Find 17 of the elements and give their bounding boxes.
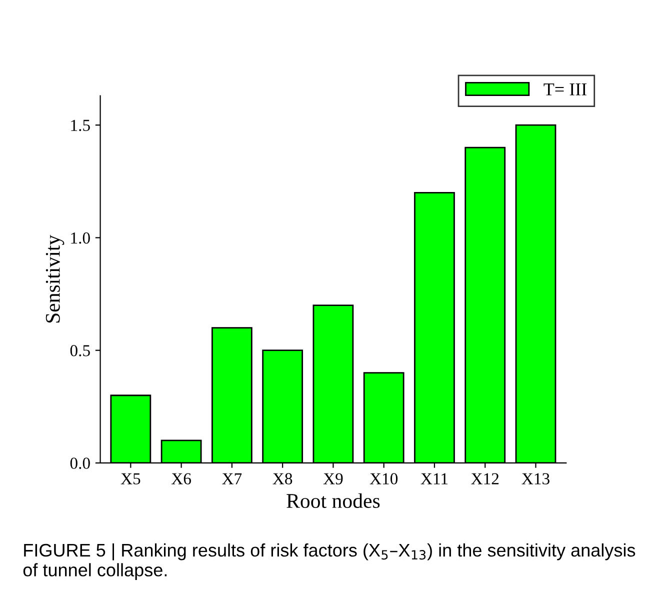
x-tick-label: X13 [522,473,550,484]
y-tick-label: 0.5 [70,345,90,356]
x-tick-label: X8 [272,473,292,484]
x-axis-title: Root nodes [286,493,380,508]
legend-label: T= III [544,83,587,96]
x-tick-label: X12 [471,473,499,484]
x-tick-label: X10 [370,473,398,484]
x-tick-label: X9 [323,473,343,484]
x-tick-label: X5 [120,473,140,484]
y-tick-label: 1.5 [71,120,90,132]
x-tick-label: X7 [222,473,242,484]
x-tick-label: X6 [171,473,191,484]
y-axis-title: Sensitivity [46,234,64,323]
text: FIGURE 5 | Ranking results of risk factors (X$_{5}$–X$_{13}$) in the sensitivity analysis of tunnel collapse. [23,543,636,580]
y-tick-label: 0.0 [70,458,90,469]
x-tick-label: X11 [420,473,448,484]
y-tick-label: 1.0 [71,232,90,244]
